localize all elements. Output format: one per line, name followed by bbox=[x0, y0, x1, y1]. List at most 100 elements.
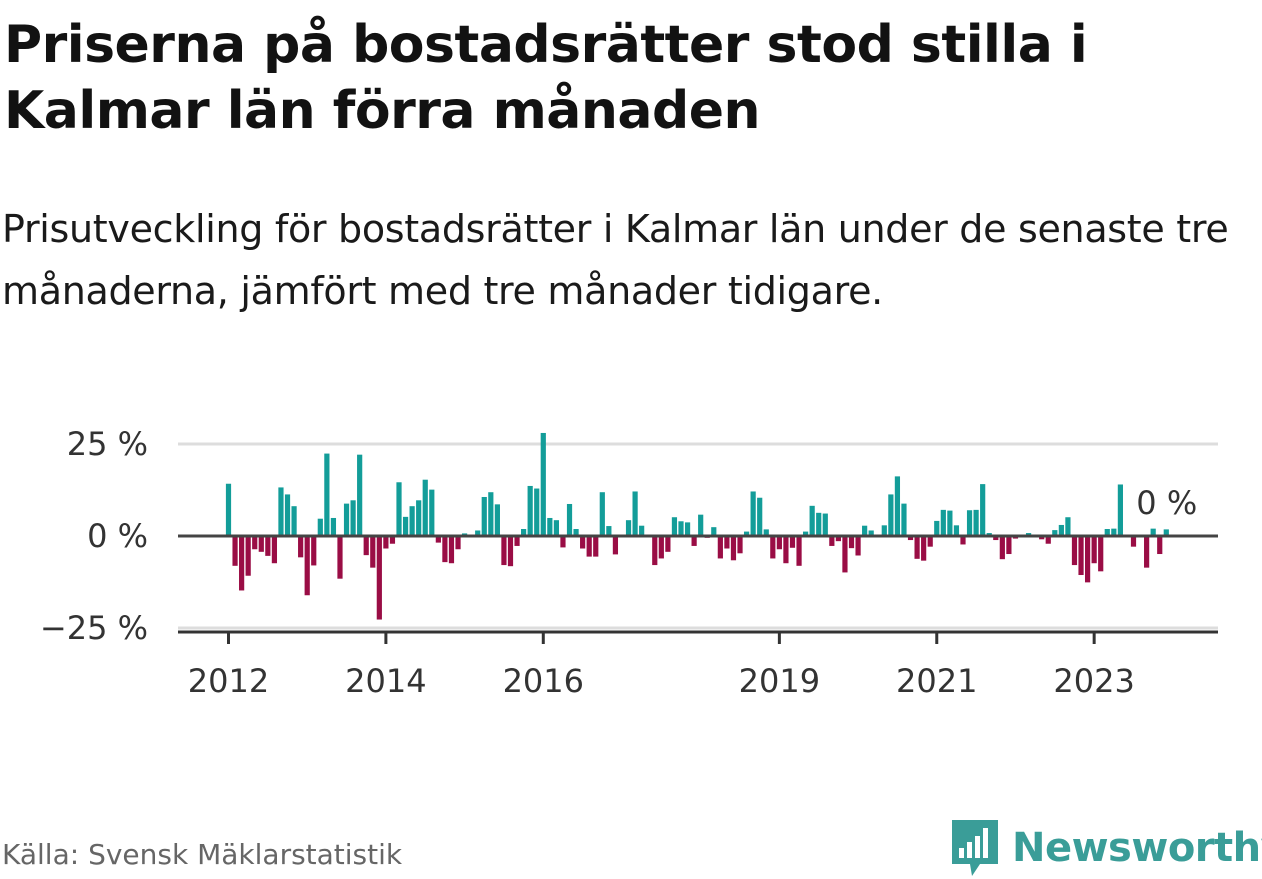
bar-2018-01 bbox=[698, 514, 704, 536]
brand-logo: Newsworthy bbox=[950, 818, 1262, 878]
bar-2013-08 bbox=[350, 500, 356, 536]
x-tick-label: 2016 bbox=[503, 662, 584, 700]
latest-value-label: 0 % bbox=[1136, 484, 1197, 522]
bar-2023-10 bbox=[1150, 528, 1156, 536]
bar-2020-11 bbox=[921, 536, 927, 561]
brand-name: Newsworthy bbox=[1012, 825, 1262, 871]
bar-2018-09 bbox=[750, 491, 756, 536]
source-note: Källa: Svensk Mäklarstatistik bbox=[2, 838, 403, 871]
bar-2015-12 bbox=[534, 488, 540, 536]
bar-2023-09 bbox=[1144, 536, 1150, 568]
bar-2016-09 bbox=[593, 536, 599, 557]
bar-2013-03 bbox=[317, 518, 323, 536]
bar-2019-05 bbox=[803, 531, 809, 536]
bar-2023-12 bbox=[1163, 529, 1169, 536]
x-tick-label: 2023 bbox=[1053, 662, 1134, 700]
bar-2012-10 bbox=[284, 494, 291, 536]
bar-2013-06 bbox=[337, 536, 343, 579]
bar-2019-12 bbox=[848, 536, 855, 549]
x-tick-label: 2014 bbox=[345, 662, 426, 700]
bar-2016-12 bbox=[612, 536, 619, 555]
bar-2014-03 bbox=[396, 482, 402, 536]
bar-2017-04 bbox=[639, 525, 645, 536]
bar-2016-04 bbox=[560, 536, 566, 548]
chart-subtitle: Prisutveckling för bostadsrätter i Kalma… bbox=[2, 207, 1229, 313]
bar-2012-03 bbox=[239, 536, 245, 591]
bar-2014-08 bbox=[429, 489, 435, 536]
bar-2017-07 bbox=[658, 536, 664, 559]
bar-2019-06 bbox=[809, 505, 815, 536]
bar-2020-10 bbox=[914, 536, 920, 559]
bar-2016-08 bbox=[586, 536, 592, 557]
bar-2020-08 bbox=[901, 503, 907, 536]
bar-2015-03 bbox=[475, 530, 481, 536]
bar-2014-06 bbox=[416, 500, 422, 536]
bar-2021-11 bbox=[999, 536, 1005, 560]
bar-2012-09 bbox=[278, 487, 284, 536]
bar-2021-05 bbox=[960, 536, 966, 545]
bar-2014-10 bbox=[442, 536, 448, 563]
bar-2012-08 bbox=[271, 536, 278, 564]
bar-2015-06 bbox=[494, 504, 500, 536]
bar-2020-06 bbox=[888, 494, 894, 536]
bar-2016-10 bbox=[599, 492, 605, 536]
bar-2014-02 bbox=[389, 536, 396, 544]
bar-2021-12 bbox=[1006, 536, 1012, 555]
bar-2015-05 bbox=[488, 492, 494, 536]
bar-2023-07 bbox=[1130, 536, 1137, 547]
bar-2022-05 bbox=[1039, 536, 1045, 540]
bar-2020-12 bbox=[927, 536, 933, 547]
bar-2019-09 bbox=[829, 536, 835, 546]
bar-2019-01 bbox=[776, 536, 782, 550]
bar-2022-09 bbox=[1065, 517, 1071, 536]
bar-2019-10 bbox=[835, 536, 841, 542]
bar-2020-01 bbox=[855, 536, 861, 556]
bar-2021-03 bbox=[947, 510, 953, 536]
bar-2015-08 bbox=[507, 536, 514, 567]
bar-2021-08 bbox=[980, 484, 986, 536]
bar-2017-08 bbox=[665, 536, 671, 552]
bar-2016-03 bbox=[553, 520, 559, 536]
bar-2018-07 bbox=[737, 536, 743, 554]
bar-2019-07 bbox=[816, 512, 822, 536]
newsworthy-logo-icon bbox=[952, 820, 998, 876]
bar-2020-09 bbox=[907, 536, 914, 541]
bar-2013-05 bbox=[330, 517, 337, 536]
bar-2020-05 bbox=[881, 525, 887, 536]
x-tick-label: 2021 bbox=[896, 662, 977, 700]
bar-2018-05 bbox=[724, 536, 730, 549]
bar-2021-06 bbox=[966, 510, 973, 536]
bar-2013-12 bbox=[376, 536, 382, 620]
bar-2018-04 bbox=[717, 536, 723, 559]
bar-2014-12 bbox=[455, 536, 461, 550]
bar-2017-12 bbox=[691, 536, 697, 546]
bar-2018-10 bbox=[757, 497, 763, 536]
bar-2019-11 bbox=[842, 536, 848, 573]
bar-2022-06 bbox=[1045, 536, 1051, 544]
bar-2023-03 bbox=[1104, 529, 1110, 536]
bar-chart: 25 % 0 % −25 % 2012 2014 2016 2019 2021 2023 0 % bbox=[40, 425, 1218, 700]
bar-2017-11 bbox=[684, 522, 691, 536]
bar-2014-05 bbox=[409, 506, 415, 536]
bar-2013-10 bbox=[363, 536, 369, 556]
bar-2016-05 bbox=[566, 503, 573, 536]
bar-2015-11 bbox=[527, 485, 533, 536]
bar-2012-02 bbox=[232, 536, 238, 566]
bar-2019-03 bbox=[789, 536, 796, 548]
bar-2017-09 bbox=[671, 517, 678, 536]
bar-2020-02 bbox=[862, 525, 868, 536]
bar-2015-09 bbox=[514, 536, 520, 546]
bar-2021-01 bbox=[934, 520, 940, 536]
bar-2023-01 bbox=[1091, 536, 1097, 564]
bar-2019-08 bbox=[822, 513, 828, 536]
bar-2014-11 bbox=[448, 536, 455, 564]
x-tick-label: 2012 bbox=[188, 662, 269, 700]
bar-2022-12 bbox=[1085, 536, 1091, 583]
bar-2014-04 bbox=[402, 516, 409, 536]
bar-2013-01 bbox=[304, 536, 310, 596]
bar-2021-02 bbox=[940, 509, 946, 536]
bar-2012-06 bbox=[258, 536, 264, 552]
bar-2023-04 bbox=[1111, 528, 1117, 536]
bar-2018-08 bbox=[743, 531, 750, 536]
bar-2017-10 bbox=[678, 521, 684, 536]
